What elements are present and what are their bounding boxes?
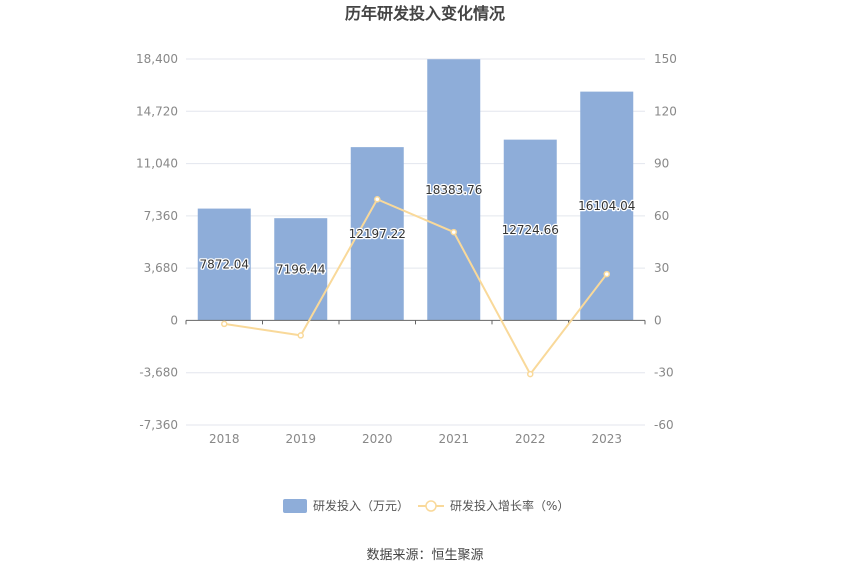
- bar-2021: [427, 59, 481, 321]
- y-left-tick-label: -7,360: [139, 418, 178, 432]
- y-left-tick-label: 7,360: [144, 209, 178, 223]
- y-right-tick-label: 0: [654, 313, 662, 327]
- bar-2023: [580, 91, 634, 321]
- x-tick-label: 2023: [591, 432, 622, 446]
- legend-line-marker: [425, 500, 437, 512]
- x-tick-label: 2019: [285, 432, 316, 446]
- growth-rate-point-2023: [603, 270, 610, 278]
- bar-2022: [503, 139, 557, 321]
- legend-item-line[interactable]: 研发投入增长率（%）: [418, 498, 569, 513]
- growth-rate-point-2020: [374, 196, 381, 203]
- growth-rate-point-2022: [527, 370, 534, 378]
- y-left-tick-label: 14,720: [136, 104, 178, 118]
- y-right-tick-label: 60: [654, 209, 669, 223]
- legend-bar-swatch: [283, 499, 307, 513]
- x-tick-label: 2021: [438, 432, 469, 446]
- growth-rate-point-2019: [297, 332, 304, 339]
- y-left-tick-label: 18,400: [136, 52, 178, 66]
- x-tick-label: 2020: [362, 432, 393, 446]
- y-right-tick-label: -60: [654, 418, 674, 432]
- legend-item-bar[interactable]: 研发投入（万元）: [283, 498, 409, 513]
- y-left-tick-label: 3,680: [144, 261, 178, 275]
- bar-value-label: 16104.04: [578, 199, 635, 213]
- legend-bar-label: 研发投入（万元）: [313, 498, 409, 513]
- grid-lines: [186, 58, 645, 426]
- bar-value-label: 7196.44: [276, 262, 326, 276]
- legend-line-label: 研发投入增长率（%）: [450, 498, 569, 513]
- y-right-tick-label: 30: [654, 261, 669, 275]
- legend: 研发投入（万元） 研发投入增长率（%）: [283, 498, 569, 513]
- y-left-tick-label: 0: [170, 313, 178, 327]
- y-left-tick-label: -3,680: [139, 366, 178, 380]
- line-series: [221, 196, 610, 378]
- y-left-tick-label: 11,040: [136, 157, 178, 171]
- y-right-tick-label: 150: [654, 52, 677, 66]
- data-labels: 7872.04 7196.44 12197.22 18383.76 12724.66 16…: [198, 182, 636, 278]
- source-note: 数据来源：恒生聚源: [366, 548, 483, 563]
- y-right-tick-label: 120: [654, 104, 677, 118]
- bar-value-label: 12724.66: [502, 223, 559, 237]
- bar-2018: [197, 208, 251, 321]
- bar-value-label: 12197.22: [349, 227, 406, 241]
- growth-rate-point-2021: [450, 228, 457, 236]
- bar-value-label: 7872.04: [199, 258, 249, 272]
- chart-title: 历年研发投入变化情况: [345, 4, 505, 23]
- growth-rate-point-2018: [221, 320, 228, 328]
- y-right-tick-label: 90: [654, 157, 669, 171]
- bar-value-label: 18383.76: [425, 183, 482, 197]
- axes: -7,360 -3,680 0 3,680 7,360 11,040 14,720 18,40…: [136, 52, 677, 446]
- x-tick-label: 2022: [515, 432, 546, 446]
- bar-2020: [350, 147, 404, 321]
- growth-rate-line: [224, 198, 608, 376]
- x-tick-label: 2018: [209, 432, 240, 446]
- y-right-tick-label: -30: [654, 366, 674, 380]
- bar-series: [197, 59, 634, 321]
